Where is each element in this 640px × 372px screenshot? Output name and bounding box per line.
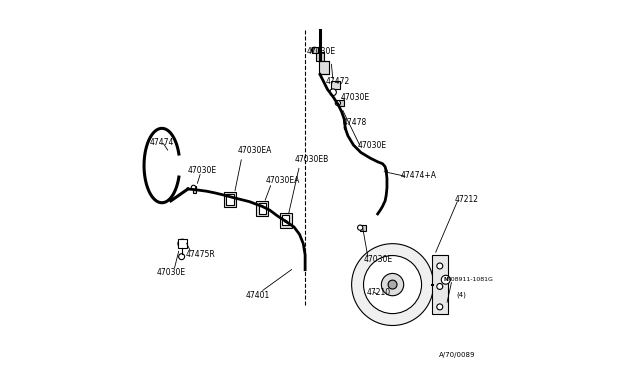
Text: 47030E: 47030E [187,166,216,175]
Circle shape [191,185,196,190]
Text: 47474: 47474 [150,138,174,147]
Text: 47475R: 47475R [186,250,216,259]
Text: 47030EA: 47030EA [237,146,272,155]
Text: 47030E: 47030E [357,141,387,150]
Bar [319,61,330,74]
Circle shape [335,100,340,106]
Circle shape [351,244,433,326]
Bar [360,225,366,231]
Text: 47030E: 47030E [156,268,186,277]
Text: 47030EB: 47030EB [294,155,329,164]
Circle shape [364,256,422,314]
Text: (4): (4) [456,291,466,298]
Circle shape [437,283,443,289]
Text: 47401: 47401 [246,291,270,300]
Circle shape [388,280,397,289]
Bar [178,239,187,248]
Circle shape [441,275,450,284]
Circle shape [330,89,337,96]
Bar [227,194,234,205]
Text: N: N [444,277,448,282]
Text: 47030EA: 47030EA [266,176,300,185]
Circle shape [312,47,317,53]
Circle shape [437,263,443,269]
Text: A/70/0089: A/70/0089 [439,352,476,358]
Circle shape [178,239,187,248]
Circle shape [179,254,184,260]
Circle shape [358,225,363,230]
Text: 47030E: 47030E [364,255,393,264]
Text: 47030E: 47030E [307,47,336,56]
Bar [259,203,266,214]
Text: 47212: 47212 [454,195,479,203]
Bar [282,215,289,225]
Bar [316,52,324,61]
Bar [224,192,236,207]
Text: 47478: 47478 [343,118,367,126]
Circle shape [437,304,443,310]
Text: 47474+A: 47474+A [401,171,437,180]
Bar [193,186,196,193]
Text: 47210: 47210 [367,288,391,296]
Text: N08911-1081G: N08911-1081G [447,277,493,282]
Bar [431,255,449,314]
Bar [312,47,318,53]
Text: 47472: 47472 [326,77,350,86]
Bar [280,213,292,228]
Circle shape [381,273,404,296]
Bar [331,81,340,89]
Text: 47030E: 47030E [340,93,369,102]
Bar [257,201,268,216]
Bar [338,100,344,106]
